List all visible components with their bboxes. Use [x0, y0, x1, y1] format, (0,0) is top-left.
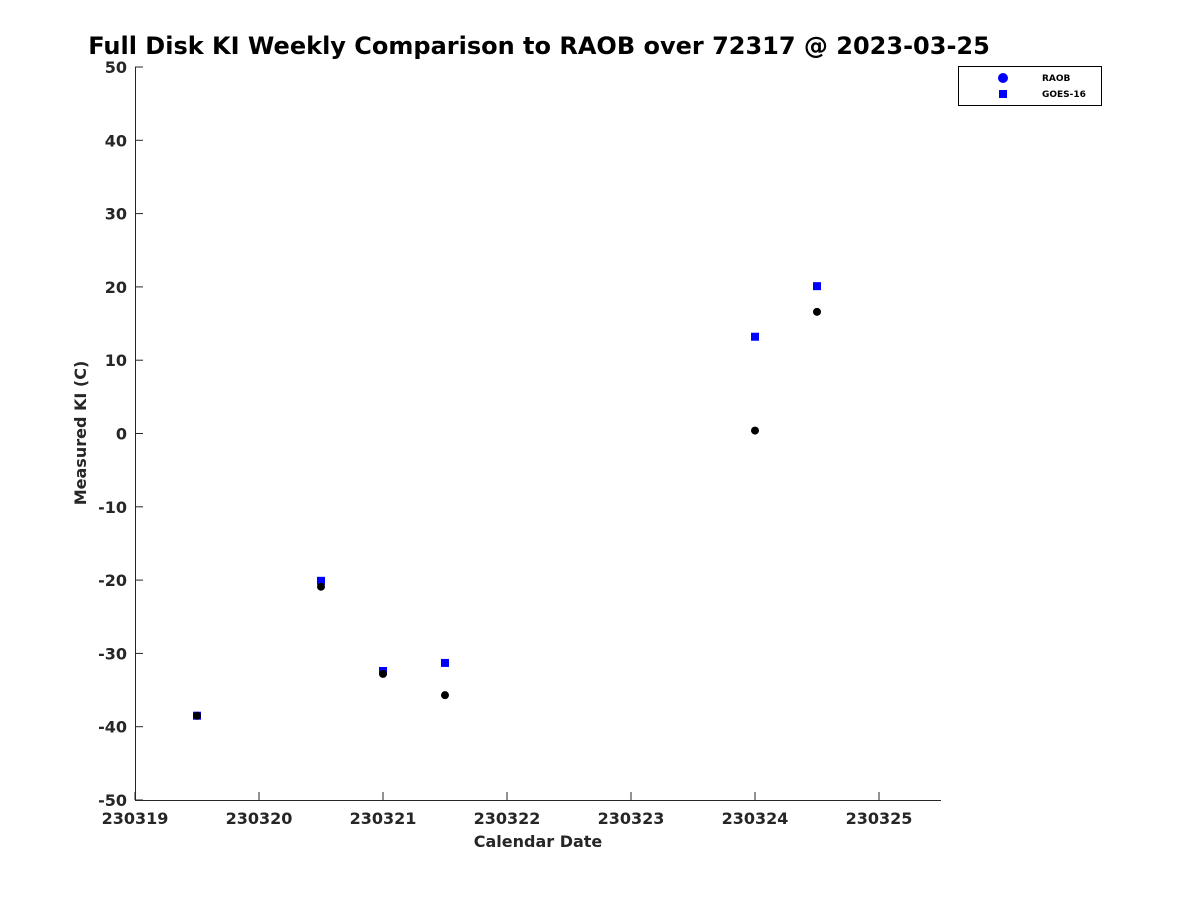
x-tick-label: 230321	[350, 809, 417, 828]
x-tick-label: 230325	[846, 809, 913, 828]
data-point-raob	[441, 691, 449, 700]
legend-box	[958, 66, 1102, 106]
x-tick-label: 230322	[474, 809, 541, 828]
data-point-goes-16	[317, 576, 325, 585]
y-tick-label: -50	[98, 791, 127, 810]
data-point-goes-16	[813, 282, 821, 291]
x-tick-label: 230319	[102, 809, 169, 828]
data-point-raob	[379, 669, 387, 678]
y-axis-ticks: 50 40 30 20 10 0 -10 -20 -30 -40 -50	[98, 58, 143, 810]
y-tick-label: -30	[98, 644, 127, 663]
data-point-raob	[317, 582, 325, 591]
x-tick-label: 230324	[722, 809, 789, 828]
plot-area	[135, 67, 941, 801]
y-tick-label: 50	[105, 58, 127, 77]
legend-label-raob: RAOB	[1042, 74, 1071, 84]
legend-marker-goes-16	[999, 90, 1007, 98]
legend-marker-raob	[998, 73, 1008, 83]
x-tick-label: 230323	[598, 809, 665, 828]
chart-title: Full Disk KI Weekly Comparison to RAOB o…	[88, 32, 990, 60]
y-tick-label: 30	[105, 205, 127, 224]
y-tick-label: -10	[98, 498, 127, 517]
data-point-raob	[751, 426, 759, 435]
data-point-goes-16	[751, 332, 759, 341]
y-axis-label: Measured KI (C)	[71, 361, 90, 506]
data-point-goes-16	[441, 658, 449, 667]
y-tick-label: 10	[105, 351, 127, 370]
data-point-raob	[813, 307, 821, 316]
x-axis-ticks: 230319 230320 230321 230322 230323 230324 2303…	[102, 792, 913, 828]
y-tick-label: -20	[98, 571, 127, 590]
y-tick-label: 0	[116, 425, 127, 444]
data-point-raob	[193, 711, 201, 720]
x-tick-label: 230320	[226, 809, 293, 828]
series-layer	[193, 282, 821, 720]
y-tick-label: 40	[105, 131, 127, 150]
y-tick-label: 20	[105, 278, 127, 297]
y-tick-label: -40	[98, 718, 127, 737]
legend-label-goes-16: GOES-16	[1042, 90, 1086, 100]
legend: RAOB GOES-16	[958, 66, 1102, 106]
x-axis-label: Calendar Date	[474, 832, 603, 851]
